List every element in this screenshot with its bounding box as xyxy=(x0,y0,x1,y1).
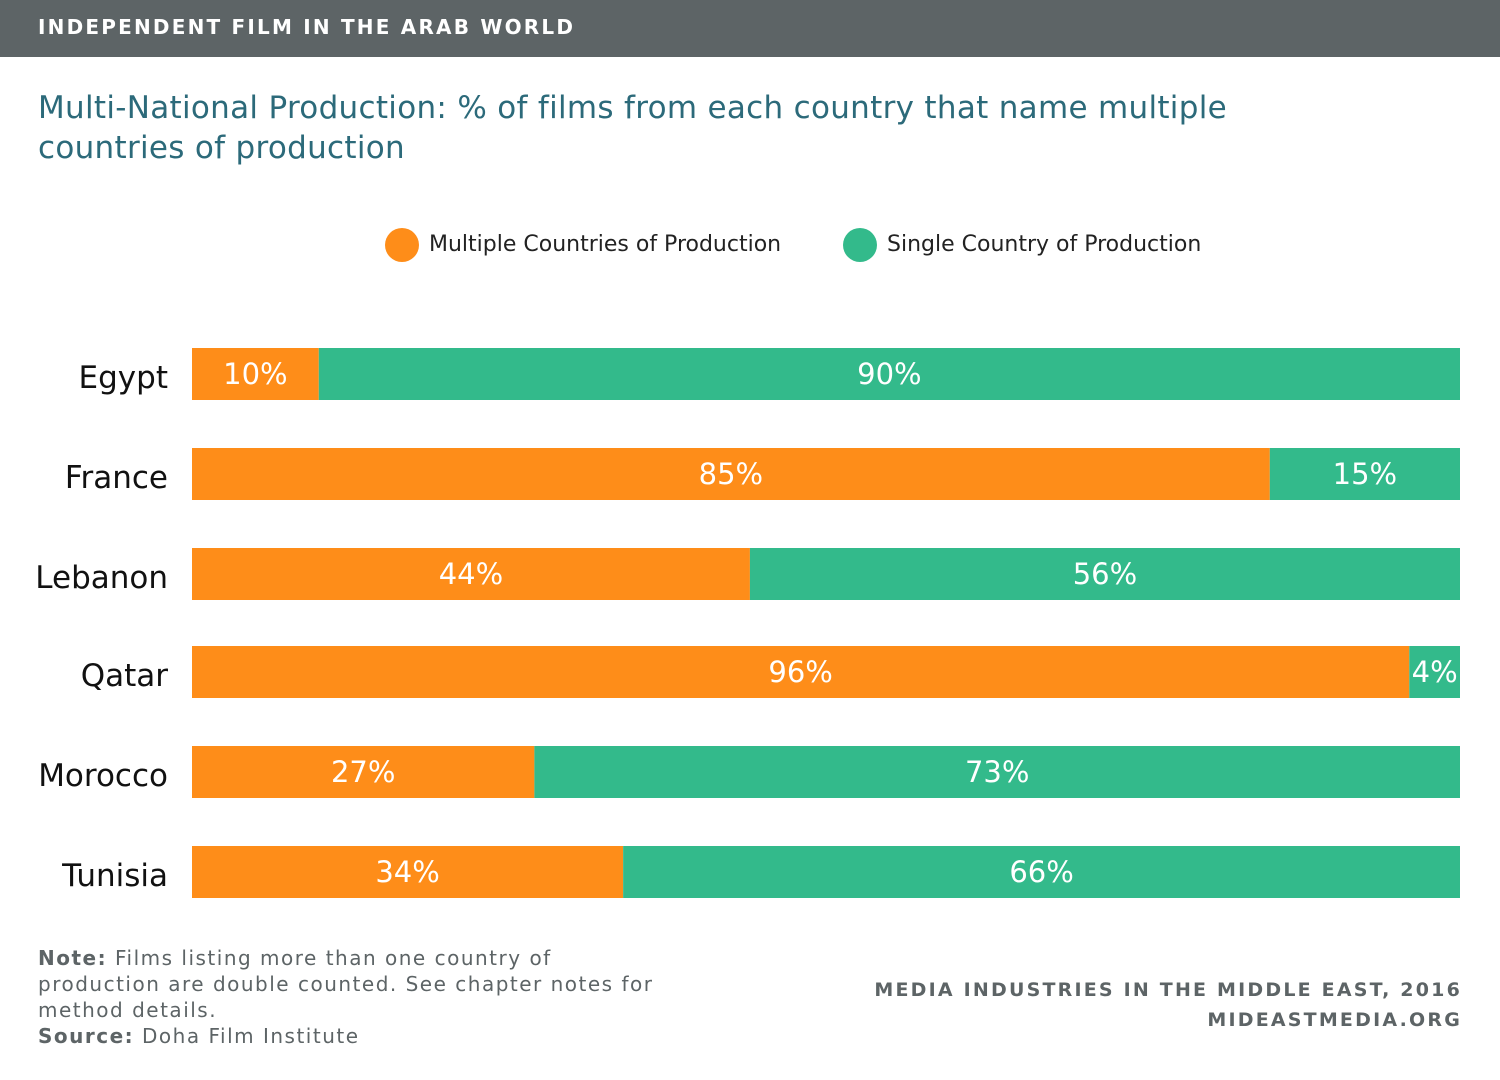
note-text: Films listing more than one country of p… xyxy=(38,946,654,1022)
bar-lebanon-single xyxy=(749,548,1460,600)
category-label-tunisia: Tunisia xyxy=(61,858,168,894)
bar-lebanon-multiple xyxy=(192,548,750,600)
data-label-tunisia-multiple: 34% xyxy=(375,855,439,889)
category-label-lebanon: Lebanon xyxy=(35,560,168,596)
credit-line-website: MIDEASTMEDIA.ORG xyxy=(1207,1009,1462,1031)
source-text: Doha Film Institute xyxy=(142,1024,360,1048)
data-label-france-multiple: 85% xyxy=(699,457,763,491)
data-label-lebanon-single: 56% xyxy=(1073,557,1137,591)
category-label-qatar: Qatar xyxy=(81,658,169,694)
legend-label-multiple: Multiple Countries of Production xyxy=(429,232,782,257)
chart-title: Multi-National Production: % of films fr… xyxy=(38,90,1227,166)
data-label-lebanon-multiple: 44% xyxy=(439,557,503,591)
bar-france-single xyxy=(1269,448,1460,500)
top-banner: INDEPENDENT FILM IN THE ARAB WORLD xyxy=(0,0,1500,57)
data-label-qatar-multiple: 96% xyxy=(768,655,832,689)
data-label-tunisia-single: 66% xyxy=(1009,855,1073,889)
bar-qatar-single xyxy=(1409,646,1460,698)
bar-egypt-single xyxy=(318,348,1460,400)
category-label-egypt: Egypt xyxy=(79,360,168,396)
banner-title: INDEPENDENT FILM IN THE ARAB WORLD xyxy=(38,15,576,39)
bar-france-multiple xyxy=(192,448,1270,500)
note-label: Note: xyxy=(38,946,108,970)
bar-qatar-multiple xyxy=(192,646,1410,698)
footnote: Note: Films listing more than one countr… xyxy=(38,945,658,1049)
data-label-morocco-single: 73% xyxy=(965,755,1029,789)
chart-legend: Multiple Countries of Production Single … xyxy=(0,226,1500,266)
data-label-france-single: 15% xyxy=(1333,457,1397,491)
category-label-morocco: Morocco xyxy=(38,758,168,794)
credit-line-publication: MEDIA INDUSTRIES IN THE MIDDLE EAST, 201… xyxy=(874,979,1462,1001)
source-label: Source: xyxy=(38,1024,135,1048)
note-line: Note: Films listing more than one countr… xyxy=(38,945,658,1023)
data-label-morocco-multiple: 27% xyxy=(331,755,395,789)
bar-tunisia-single xyxy=(623,846,1460,898)
data-label-egypt-single: 90% xyxy=(857,357,921,391)
source-line: Source: Doha Film Institute xyxy=(38,1023,658,1049)
bar-morocco-multiple xyxy=(192,746,535,798)
credit: MEDIA INDUSTRIES IN THE MIDDLE EAST, 201… xyxy=(874,975,1462,1035)
legend-swatch-single xyxy=(843,228,877,262)
legend-label-single: Single Country of Production xyxy=(887,232,1202,257)
legend-swatch-multiple xyxy=(385,228,419,262)
data-label-qatar-single: 4% xyxy=(1412,655,1458,689)
bar-egypt-multiple xyxy=(192,348,319,400)
bar-tunisia-multiple xyxy=(192,846,624,898)
data-label-egypt-multiple: 10% xyxy=(223,357,287,391)
category-label-france: France xyxy=(65,460,168,496)
bar-morocco-single xyxy=(534,746,1460,798)
